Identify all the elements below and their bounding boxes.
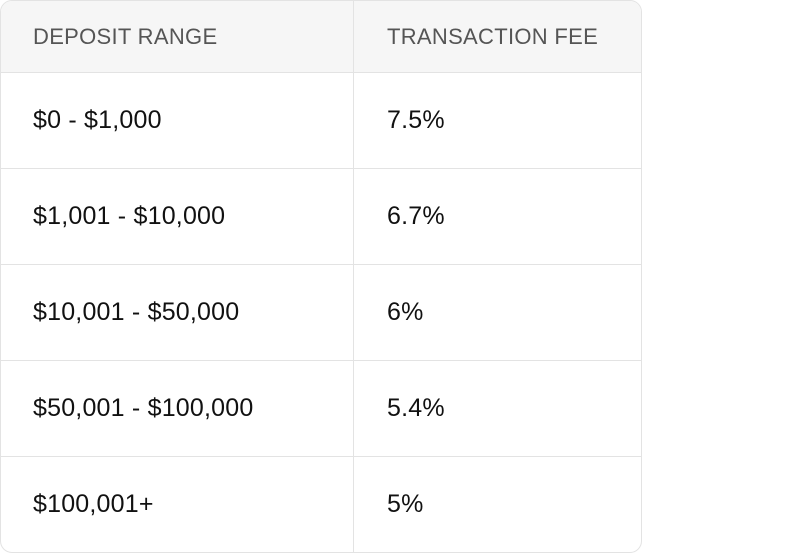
- deposit-range-cell: $1,001 - $10,000: [1, 169, 354, 264]
- table-header-row: DEPOSIT RANGE TRANSACTION FEE: [1, 1, 641, 73]
- transaction-fee-cell: 5.4%: [387, 394, 445, 422]
- deposit-range-cell: $50,001 - $100,000: [1, 361, 354, 456]
- table-row: $10,001 - $50,000 6%: [1, 265, 641, 361]
- table-row: $1,001 - $10,000 6.7%: [1, 169, 641, 265]
- header-deposit-range: DEPOSIT RANGE: [1, 1, 354, 72]
- table-row: $50,001 - $100,000 5.4%: [1, 361, 641, 457]
- table-row: $0 - $1,000 7.5%: [1, 73, 641, 169]
- deposit-range-cell: $100,001+: [1, 457, 354, 552]
- fee-table: DEPOSIT RANGE TRANSACTION FEE $0 - $1,00…: [0, 0, 642, 553]
- transaction-fee-cell: 5%: [387, 490, 424, 518]
- header-transaction-fee: TRANSACTION FEE: [387, 23, 599, 49]
- transaction-fee-cell: 6.7%: [387, 202, 445, 230]
- deposit-range-cell: $0 - $1,000: [1, 73, 354, 168]
- transaction-fee-cell: 7.5%: [387, 106, 445, 134]
- transaction-fee-cell: 6%: [387, 298, 424, 326]
- table-row: $100,001+ 5%: [1, 457, 641, 552]
- deposit-range-cell: $10,001 - $50,000: [1, 265, 354, 360]
